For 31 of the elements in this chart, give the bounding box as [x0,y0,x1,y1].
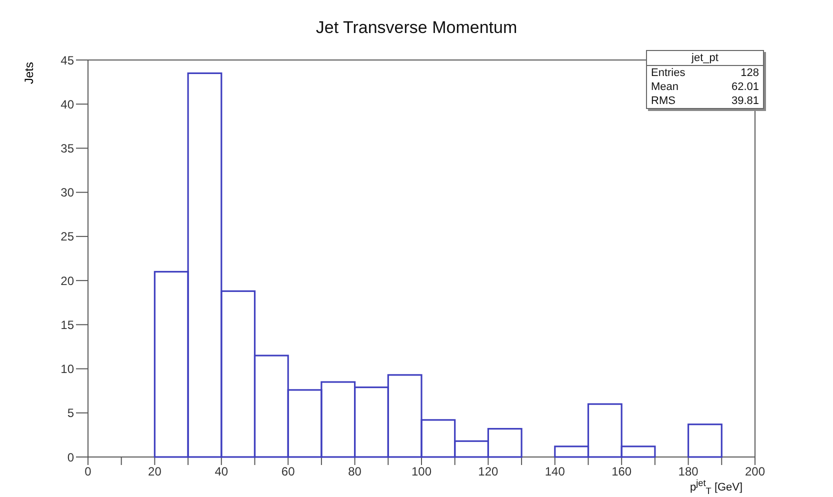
x-tick-label: 140 [544,464,566,479]
x-axis-title: p$^{jet}$$_{T}$ [GeV] [690,478,743,496]
y-tick-label: 30 [60,186,74,200]
y-tick-label: 5 [67,406,74,420]
x-tick-label: 60 [281,464,296,479]
y-tick-label: 45 [60,53,74,68]
x-tick-label: 160 [612,464,632,479]
y-tick-label: 35 [60,141,74,156]
y-tick-label: 25 [60,230,74,244]
x-tick-label: 80 [348,464,362,479]
x-tick-label: 180 [678,464,699,479]
y-tick-label: 15 [60,318,74,332]
x-tick-label: 120 [478,464,499,479]
y-tick-label: 40 [60,97,74,112]
annotation: RMS [651,95,676,107]
x-tick-label: 100 [411,464,432,479]
annotation: Entries [651,67,686,79]
y-tick-label: 0 [67,450,74,464]
annotation: 128 [740,67,759,79]
x-tick-label: 0 [84,464,92,479]
y-axis-title: Jets [22,62,36,84]
chart-title: Jet Transverse Momentum [314,18,518,38]
annotation: jet_pt [647,51,763,66]
annotation: Mean [651,81,679,93]
annotation: 39.81 [731,95,759,107]
x-tick-label: 40 [214,464,228,479]
annotation: 62.01 [731,81,759,93]
y-tick-label: 20 [60,274,74,288]
x-tick-label: 200 [744,464,766,479]
x-tick-label: 20 [148,464,162,479]
y-tick-label: 10 [60,362,74,376]
